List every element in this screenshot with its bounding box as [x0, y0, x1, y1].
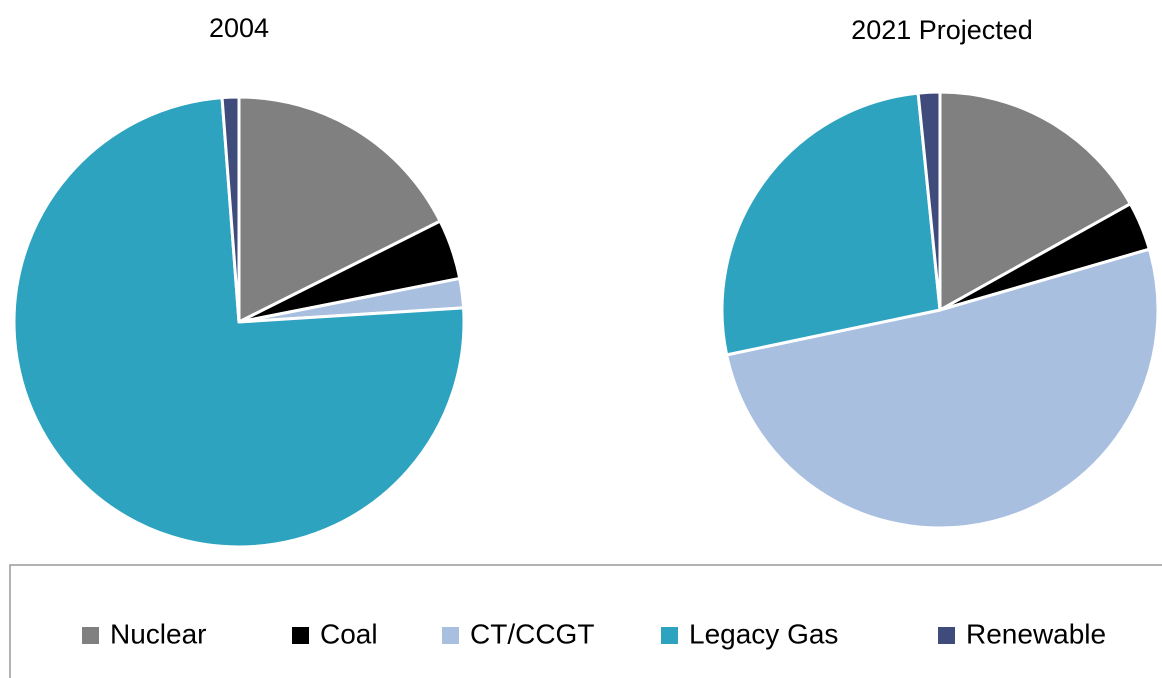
legend-swatch	[82, 627, 99, 644]
legend-swatch	[292, 627, 309, 644]
legend-label: CT/CCGT	[470, 618, 594, 649]
pie-slice	[725, 247, 1160, 530]
pie-slice	[220, 95, 241, 324]
pie-slice	[938, 90, 1132, 312]
chart-title: 2004	[209, 13, 269, 43]
pie-slice	[916, 90, 942, 312]
legend-label: Renewable	[966, 618, 1106, 649]
legend-swatch	[661, 627, 678, 644]
pie-slice	[720, 91, 942, 357]
legend-label: Coal	[320, 618, 378, 649]
legend-label: Nuclear	[110, 618, 206, 649]
legend-swatch	[938, 627, 955, 644]
legend-label: Legacy Gas	[689, 618, 838, 649]
pie-slice	[237, 95, 442, 324]
legend-swatch	[442, 627, 459, 644]
chart-title: 2021 Projected	[851, 15, 1033, 45]
legend-border	[9, 564, 1162, 678]
